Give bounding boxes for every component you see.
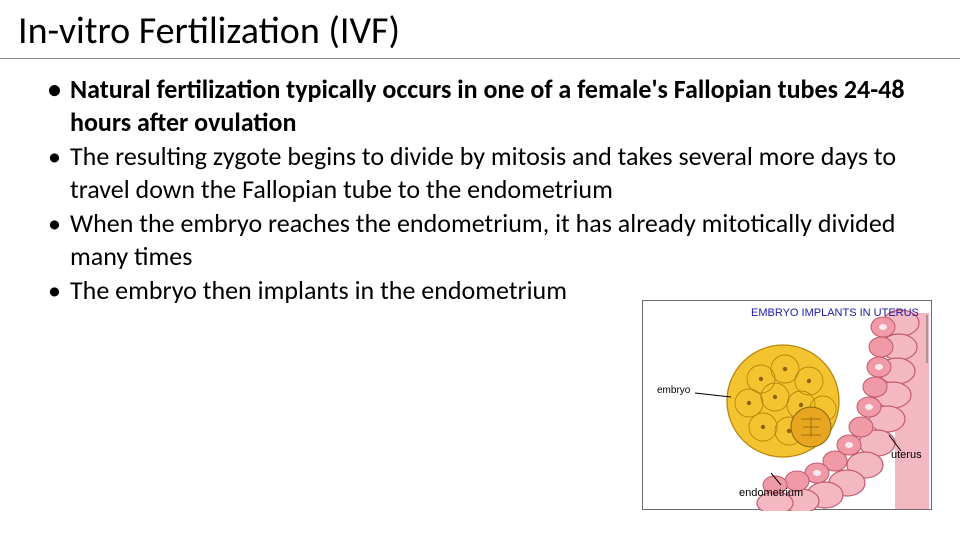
endometrium-label: endometrium	[739, 487, 803, 499]
bullet-item: When the embryo reaches the endometrium,…	[48, 207, 930, 272]
embryo-leader	[695, 393, 731, 397]
bullet-item: Natural fertilization typically occurs i…	[48, 73, 930, 138]
diagram-title: EMBRYO IMPLANTS IN UTERUS	[751, 307, 919, 319]
slide-title: In-vitro Fertilization (IVF)	[0, 0, 960, 59]
embryo-label: embryo	[657, 385, 690, 396]
bullet-list: Natural fertilization typically occurs i…	[0, 73, 960, 307]
uterus-label: uterus	[891, 449, 922, 461]
diagram-svg	[643, 301, 933, 511]
embryo-diagram: EMBRYO IMPLANTS IN UTERUS embryo endomet…	[642, 300, 932, 510]
bullet-item: The resulting zygote begins to divide by…	[48, 140, 930, 205]
embryo-shape	[727, 345, 839, 457]
